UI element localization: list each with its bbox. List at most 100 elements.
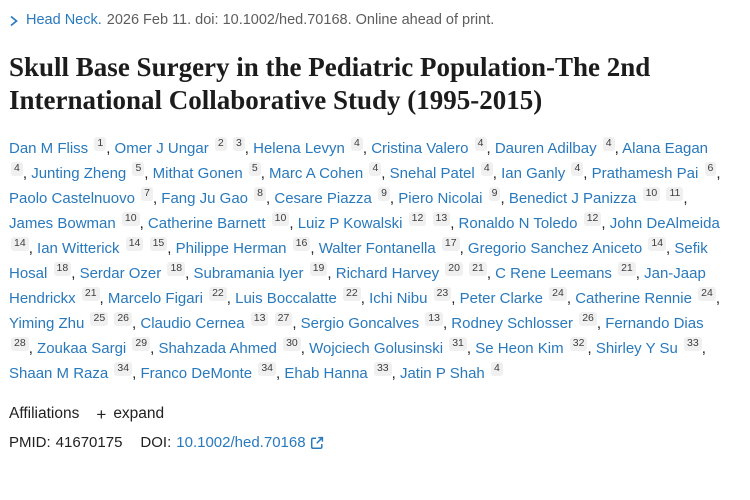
author-link[interactable]: Rodney Schlosser [451,315,574,332]
affiliation-number-badge[interactable]: 33 [684,337,702,351]
affiliation-number-badge[interactable]: 10 [642,187,661,201]
affiliation-number-badge[interactable]: 14 [125,237,144,251]
author-link[interactable]: Benedict J Panizza [508,190,637,207]
author-link[interactable]: Jan-Jaap Hendrickx [9,265,706,307]
affiliation-number-badge[interactable]: 15 [149,237,168,251]
author-link[interactable]: Sergio Goncalves [300,315,420,332]
author-link[interactable]: Alana Eagan [622,140,709,157]
affiliation-number-badge[interactable]: 11 [666,187,684,201]
affiliation-number-badge[interactable]: 25 [90,312,109,326]
author-link[interactable]: Gregorio Sanchez Aniceto [467,240,643,257]
affiliation-number-badge[interactable]: 24 [698,287,716,301]
chevron-right-icon[interactable] [9,14,19,28]
author-link[interactable]: Jatin P Shah [399,365,485,382]
author-link[interactable]: Shirley Y Su [595,340,678,357]
author-link[interactable]: Fang Ju Gao [161,190,248,207]
affiliation-number-badge[interactable]: 26 [579,312,597,326]
affiliation-number-badge[interactable]: 4 [571,162,584,176]
affiliation-number-badge[interactable]: 10 [271,212,290,226]
affiliation-number-badge[interactable]: 4 [474,137,487,151]
affiliation-number-badge[interactable]: 21 [618,262,636,276]
affiliation-number-badge[interactable]: 18 [167,262,186,276]
author-link[interactable]: Philippe Herman [175,240,287,257]
author-link[interactable]: Piero Nicolai [398,190,483,207]
author-link[interactable]: Snehal Patel [389,165,475,182]
author-link[interactable]: Sefik Hosal [9,240,708,282]
author-link[interactable]: Catherine Barnett [147,215,266,232]
affiliation-number-badge[interactable]: 22 [209,287,227,301]
author-link[interactable]: Paolo Castelnuovo [9,190,135,207]
affiliation-number-badge[interactable]: 21 [81,287,100,301]
journal-link[interactable]: Head Neck. [26,12,102,28]
author-link[interactable]: Wojciech Golusinski [309,340,444,357]
affiliation-number-badge[interactable]: 5 [132,162,145,176]
affiliation-number-badge[interactable]: 27 [274,312,293,326]
affiliation-number-badge[interactable]: 23 [433,287,452,301]
affiliation-number-badge[interactable]: 13 [432,212,451,226]
affiliation-number-badge[interactable]: 4 [351,137,363,151]
author-link[interactable]: Omer J Ungar [114,140,209,157]
author-link[interactable]: Shahzada Ahmed [158,340,277,357]
author-link[interactable]: Franco DeMonte [140,365,253,382]
affiliation-number-badge[interactable]: 17 [441,237,460,251]
author-link[interactable]: Luis Boccalatte [235,290,337,307]
affiliation-number-badge[interactable]: 6 [704,162,717,176]
author-link[interactable]: Luiz P Kowalski [297,215,403,232]
author-link[interactable]: Shaan M Raza [9,365,109,382]
author-link[interactable]: James Bowman [9,215,116,232]
affiliation-number-badge[interactable]: 16 [292,237,311,251]
author-link[interactable]: Walter Fontanella [318,240,436,257]
author-link[interactable]: Catherine Rennie [575,290,692,307]
author-link[interactable]: Cristina Valero [371,140,469,157]
affiliation-number-badge[interactable]: 10 [121,212,140,226]
author-link[interactable]: C Rene Leemans [495,265,612,282]
affiliation-number-badge[interactable]: 18 [53,262,72,276]
affiliation-number-badge[interactable]: 4 [490,362,503,376]
doi-link[interactable]: 10.1002/hed.70168 [176,434,323,451]
author-link[interactable]: Yiming Zhu [9,315,85,332]
affiliation-number-badge[interactable]: 30 [283,337,301,351]
affiliation-number-badge[interactable]: 34 [114,362,133,376]
affiliation-number-badge[interactable]: 7 [141,187,153,201]
affiliation-number-badge[interactable]: 4 [11,162,23,176]
affiliation-number-badge[interactable]: 28 [11,337,29,351]
author-link[interactable]: Marcelo Figari [107,290,203,307]
author-link[interactable]: Marc A Cohen [269,165,364,182]
affiliation-number-badge[interactable]: 12 [583,212,602,226]
affiliation-number-badge[interactable]: 4 [602,137,615,151]
author-link[interactable]: Helena Levyn [253,140,345,157]
affiliation-number-badge[interactable]: 2 [214,137,227,151]
affiliation-number-badge[interactable]: 12 [408,212,427,226]
author-link[interactable]: Junting Zheng [31,165,127,182]
author-link[interactable]: Ian Witterick [37,240,120,257]
affiliation-number-badge[interactable]: 4 [480,162,493,176]
affiliation-number-badge[interactable]: 13 [425,312,443,326]
affiliation-number-badge[interactable]: 9 [378,187,390,201]
author-link[interactable]: Claudio Cernea [140,315,245,332]
affiliation-number-badge[interactable]: 3 [232,137,245,151]
affiliation-number-badge[interactable]: 33 [373,362,392,376]
affiliations-expand-button[interactable]: + expand [96,405,164,423]
affiliation-number-badge[interactable]: 8 [254,187,267,201]
affiliation-number-badge[interactable]: 1 [94,137,107,151]
affiliation-number-badge[interactable]: 34 [258,362,277,376]
affiliation-number-badge[interactable]: 9 [488,187,501,201]
affiliation-number-badge[interactable]: 26 [114,312,133,326]
author-link[interactable]: Richard Harvey [335,265,440,282]
affiliation-number-badge[interactable]: 14 [11,237,29,251]
author-link[interactable]: Prathamesh Pai [591,165,699,182]
affiliation-number-badge[interactable]: 29 [132,337,151,351]
affiliation-number-badge[interactable]: 14 [648,237,667,251]
author-link[interactable]: John DeAlmeida [609,215,720,232]
affiliation-number-badge[interactable]: 21 [469,262,487,276]
affiliation-number-badge[interactable]: 4 [369,162,382,176]
author-link[interactable]: Serdar Ozer [79,265,162,282]
affiliation-number-badge[interactable]: 31 [449,337,467,351]
author-link[interactable]: Ian Ganly [501,165,566,182]
author-link[interactable]: Fernando Dias [605,315,704,332]
author-link[interactable]: Ehab Hanna [284,365,368,382]
author-link[interactable]: Subramania Iyer [193,265,304,282]
author-link[interactable]: Ichi Nibu [369,290,428,307]
author-link[interactable]: Peter Clarke [459,290,543,307]
affiliation-number-badge[interactable]: 19 [309,262,328,276]
